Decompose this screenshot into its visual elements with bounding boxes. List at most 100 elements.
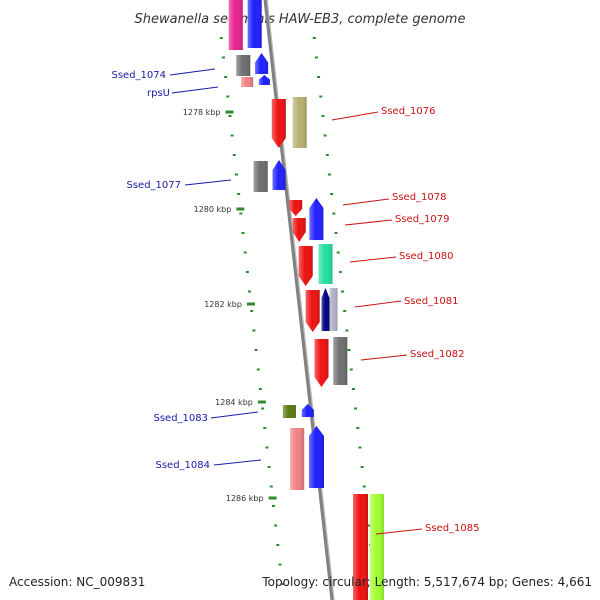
guide-dot xyxy=(276,544,280,546)
guide-dot xyxy=(271,505,275,507)
guide-dot xyxy=(254,349,258,351)
guide-dot xyxy=(274,524,278,527)
gene-shading xyxy=(298,246,313,286)
gene-label-rpsu[interactable]: rpsU xyxy=(147,88,170,99)
guide-dot xyxy=(323,134,327,137)
guide-dot xyxy=(347,349,351,351)
guide-dot xyxy=(332,212,336,215)
gene-label-ssed-1078[interactable]: Ssed_1078 xyxy=(392,192,447,203)
guide-dot xyxy=(219,37,223,39)
guide-dot xyxy=(241,232,245,234)
gene-label-ssed-1084[interactable]: Ssed_1084 xyxy=(155,460,210,471)
guide-dot xyxy=(312,37,316,39)
gene-label-ssed-1082[interactable]: Ssed_1082 xyxy=(410,349,465,360)
leader-line-ssed-1076 xyxy=(331,111,379,121)
gene-labels: Ssed_1074 rpsU Ssed_1076 Ssed_1077 Ssed_1078… xyxy=(111,68,480,535)
gene-shading xyxy=(309,198,324,240)
guide-dot xyxy=(341,290,345,293)
gene-shading xyxy=(329,288,338,331)
tick-label-1284-kbp: 1284 kbp xyxy=(215,398,253,407)
gene-label-ssed-1085[interactable]: Ssed_1085 xyxy=(425,523,480,534)
tick-label-1280-kbp: 1280 kbp xyxy=(194,205,232,214)
gene-label-ssed-1081[interactable]: Ssed_1081 xyxy=(404,296,459,307)
leader-line-ssed-1079 xyxy=(344,219,393,226)
guide-dot xyxy=(325,154,329,156)
gene-shading xyxy=(314,339,329,387)
tick-mark xyxy=(268,496,277,500)
leader-line-ssed-1083 xyxy=(210,411,259,419)
leader-line-ssed-1082 xyxy=(360,354,408,361)
leader-line-ssed-1074 xyxy=(169,68,216,76)
guide-dot xyxy=(321,115,325,117)
guide-dot xyxy=(224,76,228,78)
guide-dot xyxy=(280,583,284,585)
gene-shading xyxy=(236,55,251,76)
guide-dot xyxy=(230,134,234,137)
leader-line-ssed-1085 xyxy=(375,528,423,535)
gene-shading xyxy=(255,53,269,74)
leader-line-ssed-1081 xyxy=(354,300,402,308)
leader-line-rpsu xyxy=(171,86,219,94)
guide-dot xyxy=(345,329,349,332)
gene-shading xyxy=(271,99,286,148)
gene-label-ssed-1077[interactable]: Ssed_1077 xyxy=(126,180,181,191)
genome-summary: Topology: circular; Length: 5,517,674 bp… xyxy=(262,575,592,589)
tick-mark xyxy=(257,400,266,404)
kbp-ticks: 1278 kbp 1280 kbp 1282 kbp 1284 kbp 1286 kbp xyxy=(183,108,277,503)
guide-dot xyxy=(360,466,364,468)
guide-dot xyxy=(351,388,355,390)
gene-label-ssed-1074[interactable]: Ssed_1074 xyxy=(111,70,166,81)
guide-dot xyxy=(334,232,338,234)
guide-dot xyxy=(232,154,236,156)
tick-label-1286-kbp: 1286 kbp xyxy=(226,494,264,503)
guide-dot xyxy=(336,251,340,254)
gene-label-ssed-1080[interactable]: Ssed_1080 xyxy=(399,251,454,262)
tick-mark xyxy=(225,110,234,114)
gene-features xyxy=(228,0,384,600)
guide-dot xyxy=(250,310,254,312)
guide-dot xyxy=(269,485,273,488)
gene-shading xyxy=(301,404,314,417)
gene-shading xyxy=(370,494,384,600)
tick-mark xyxy=(246,302,255,306)
gene-shading xyxy=(292,218,306,242)
gene-label-ssed-1076[interactable]: Ssed_1076 xyxy=(381,106,436,117)
leader-line-ssed-1084 xyxy=(213,459,262,466)
guide-dot xyxy=(245,271,249,273)
gene-label-ssed-1079[interactable]: Ssed_1079 xyxy=(395,214,450,225)
gene-shading xyxy=(309,426,324,488)
gene-shading xyxy=(272,160,286,190)
gene-shading xyxy=(228,0,243,50)
gene-shading xyxy=(290,428,305,490)
gene-shading xyxy=(282,405,296,418)
guide-dot xyxy=(327,173,331,176)
guide-dot xyxy=(228,115,232,117)
gene-shading xyxy=(289,200,303,216)
guide-dot xyxy=(261,407,265,410)
guide-dot xyxy=(265,446,269,449)
gene-shading xyxy=(247,0,262,48)
guide-dot xyxy=(263,427,267,429)
tick-label-1282-kbp: 1282 kbp xyxy=(204,300,242,309)
accession-text: Accession: NC_009831 xyxy=(9,575,146,589)
tick-mark xyxy=(236,207,245,211)
gene-shading xyxy=(253,161,268,192)
gene-shading xyxy=(318,244,333,284)
gene-label-ssed-1083[interactable]: Ssed_1083 xyxy=(153,413,208,424)
gene-shading xyxy=(353,494,368,600)
gene-shading xyxy=(305,290,320,332)
guide-dot xyxy=(349,368,353,371)
dotted-guides xyxy=(219,37,377,585)
guide-dot xyxy=(221,56,225,59)
gene-shading xyxy=(321,288,330,331)
gene-shading xyxy=(241,77,254,87)
leader-line-ssed-1078 xyxy=(342,198,390,206)
guide-dot xyxy=(278,563,282,566)
map-title: Shewanella sediminis HAW-EB3, complete g… xyxy=(135,12,466,27)
guide-dot xyxy=(343,310,347,312)
guide-dot xyxy=(248,290,252,293)
guide-dot xyxy=(234,173,238,176)
guide-dot xyxy=(237,193,241,195)
gene-shading xyxy=(333,337,348,385)
